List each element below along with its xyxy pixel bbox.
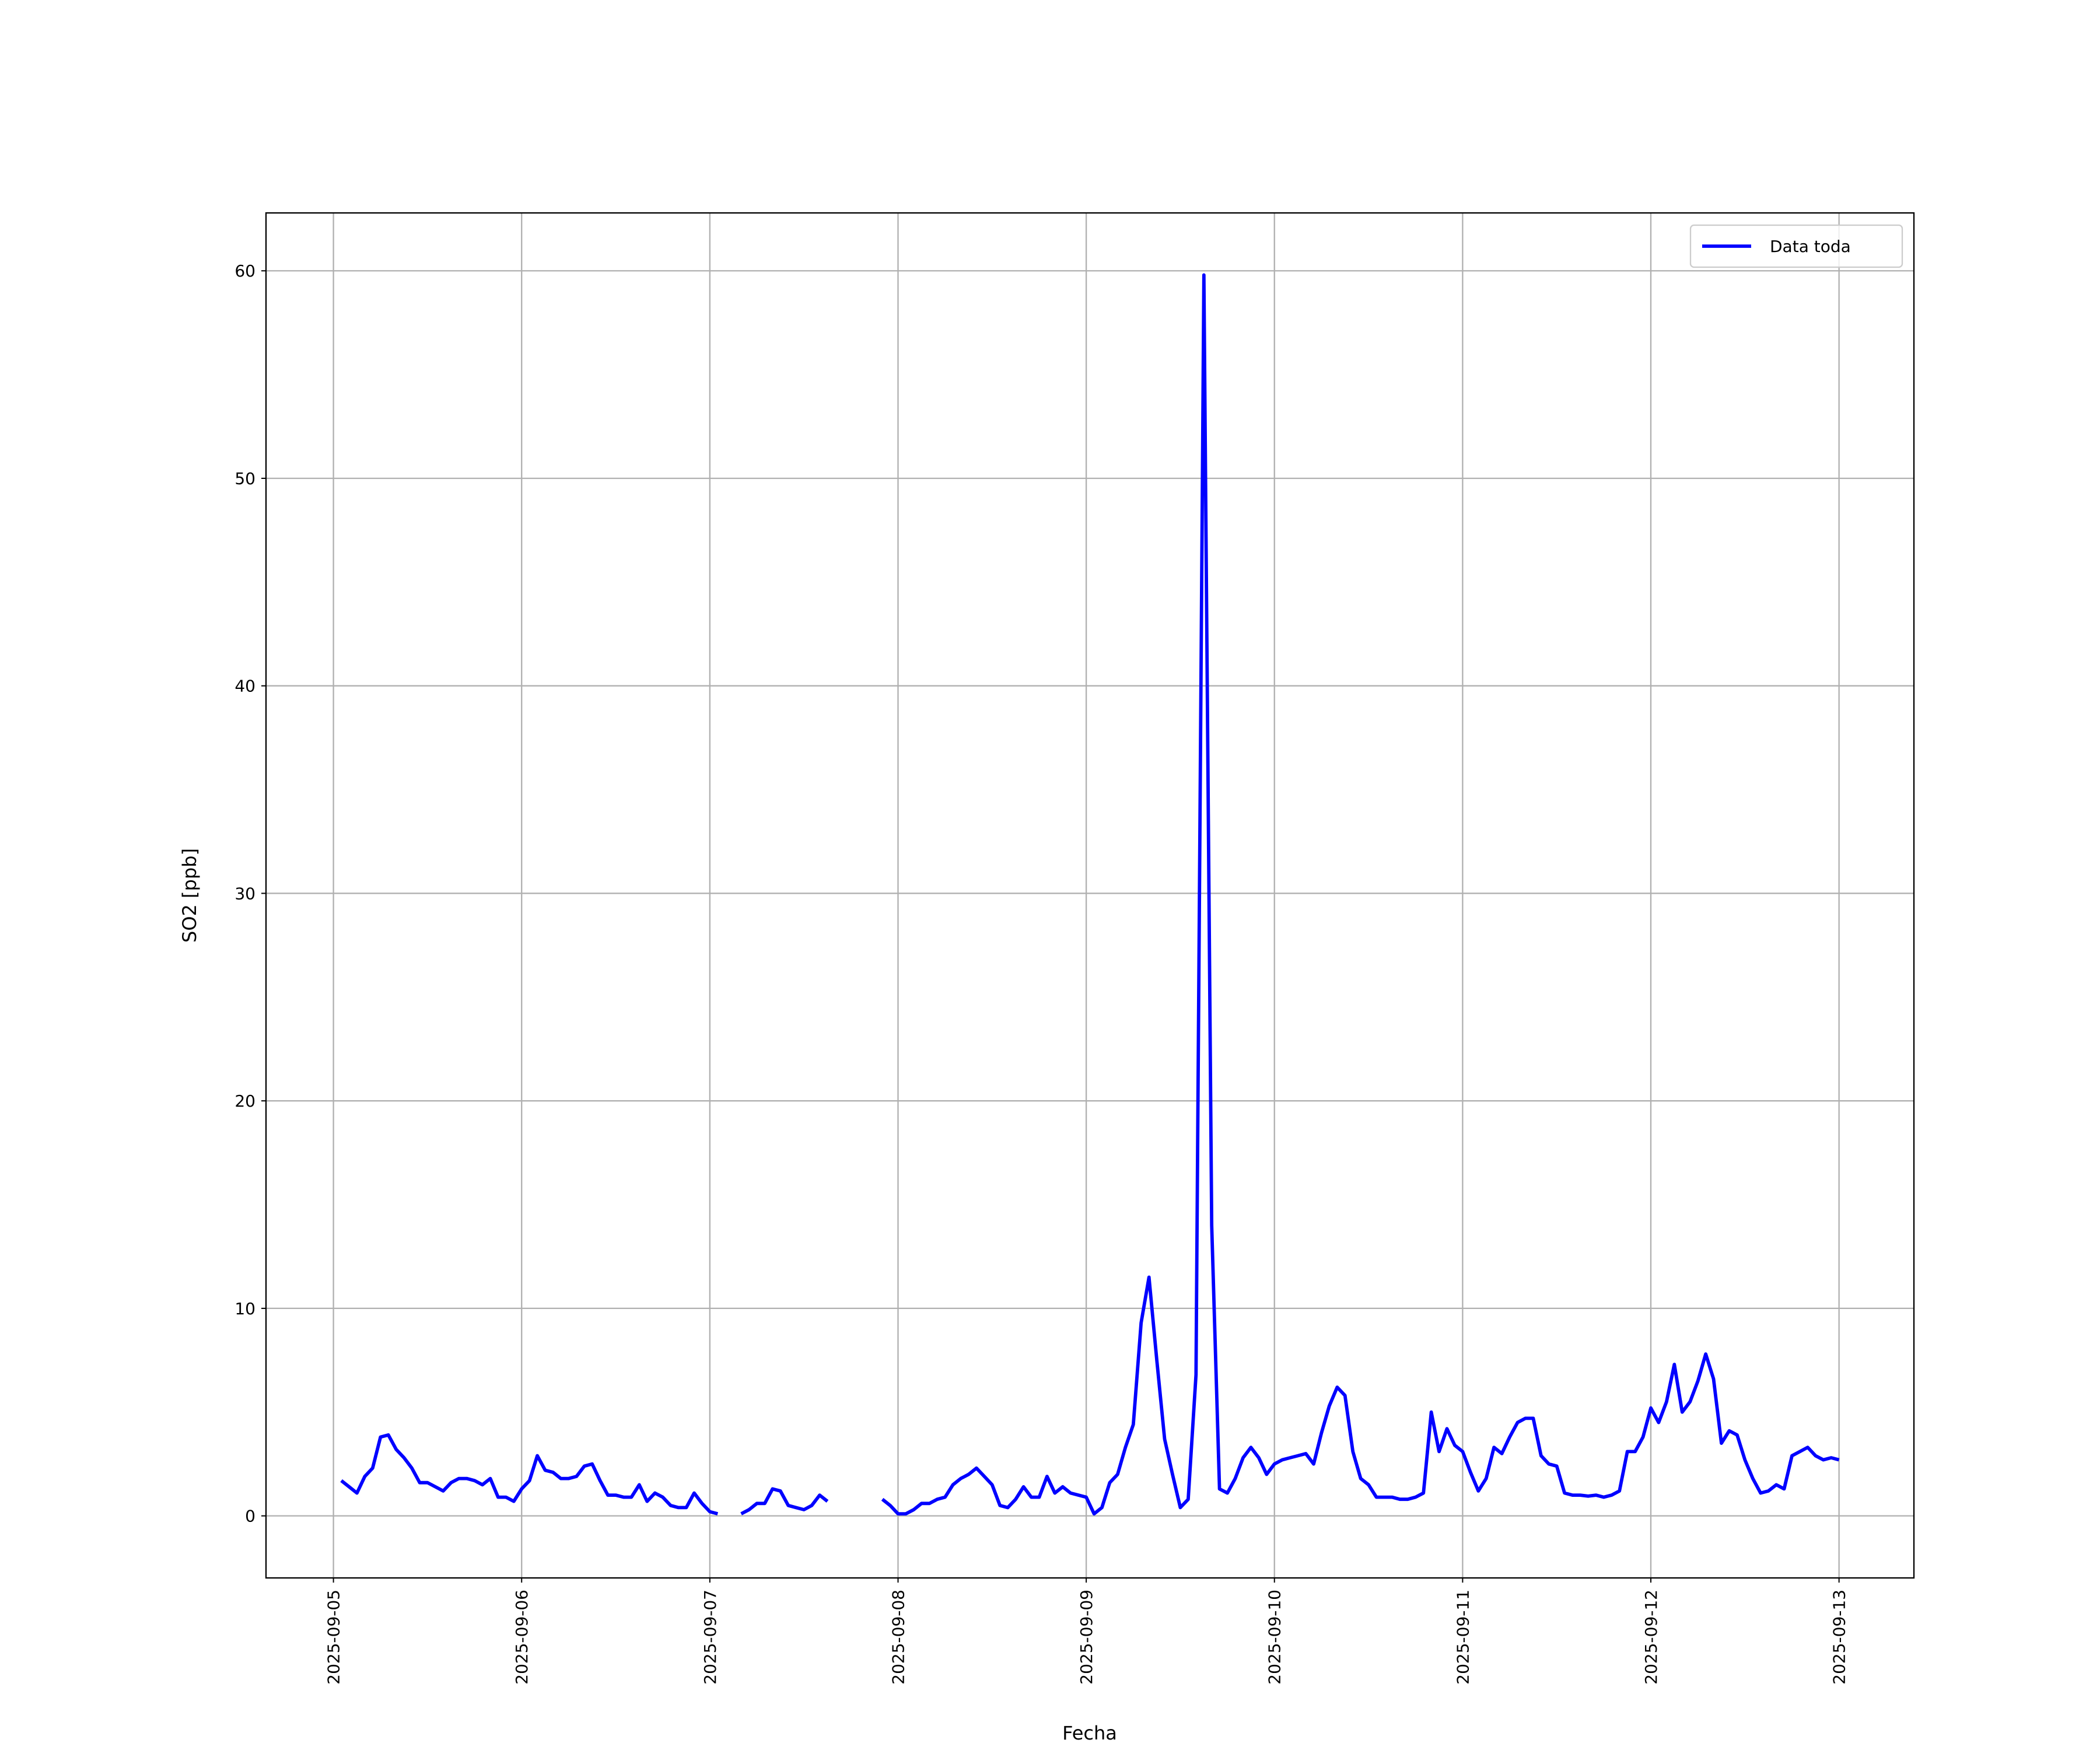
y-tick-label: 10: [235, 1299, 256, 1318]
data-line: [740, 1487, 829, 1516]
y-tick-label: 20: [235, 1091, 256, 1111]
y-tick-label: 0: [245, 1507, 256, 1526]
x-tick-label: 2025-09-08: [888, 1590, 908, 1685]
x-tick-label: 2025-09-12: [1642, 1590, 1661, 1685]
x-tick-label: 2025-09-06: [512, 1590, 531, 1685]
x-axis-label: Fecha: [1062, 1722, 1117, 1744]
y-axis-label: SO2 [ppb]: [178, 848, 201, 943]
x-tick-label: 2025-09-13: [1830, 1590, 1849, 1685]
x-tick-label: 2025-09-11: [1453, 1590, 1472, 1685]
y-tick-label: 50: [235, 469, 256, 488]
plot-frame: [265, 212, 1915, 1579]
legend-box: [1689, 224, 1903, 268]
y-tick-label: 30: [235, 884, 256, 903]
data-line: [881, 273, 1840, 1516]
x-tick-label: 2025-09-07: [701, 1590, 720, 1685]
legend-label: Data toda: [1770, 237, 1851, 256]
x-tick-label: 2025-09-09: [1077, 1590, 1096, 1685]
y-tick-label: 60: [235, 261, 256, 281]
x-tick-label: 2025-09-10: [1265, 1590, 1284, 1685]
data-line: [340, 1433, 719, 1516]
x-tick-label: 2025-09-05: [324, 1590, 344, 1685]
y-tick-label: 40: [235, 677, 256, 696]
